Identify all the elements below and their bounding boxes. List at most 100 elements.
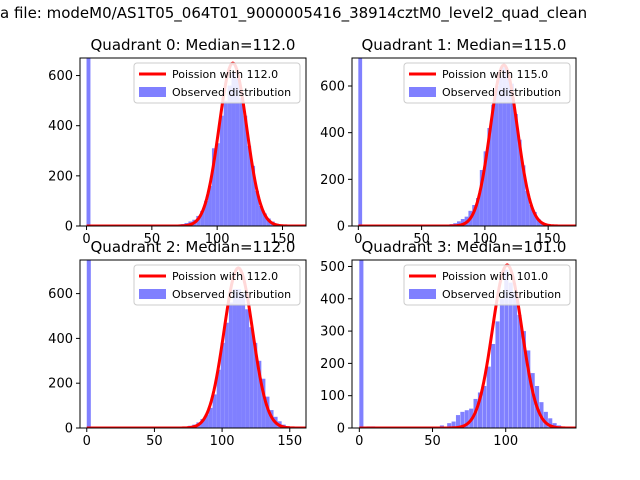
quadrant-3-hist-bar-7 (451, 421, 456, 428)
quadrant-3-poisson-curve (359, 263, 576, 428)
quadrant-2-legend-label-curve: Poission with 112.0 (172, 270, 278, 283)
quadrant-1-hist-bar-15 (495, 86, 499, 226)
quadrant-2-legend: Poission with 112.0 Observed distribution (133, 264, 301, 306)
quadrant-0-axes-frame (79, 57, 307, 227)
quadrant-2-panel: 0 50 100 150 0 200 400 600 Quadrant 2: Median=11… (48, 238, 307, 449)
quadrant-1-hist-bar-25 (532, 212, 537, 226)
quadrant-3-xtick-label-1: 50 (424, 434, 441, 449)
quadrant-1-hist-bar-18 (506, 74, 511, 226)
quadrant-1-hist-bar-14 (491, 104, 496, 226)
quadrant-2-hist-bar-12 (220, 342, 225, 428)
quadrant-2-legend-hist-swatch (139, 289, 166, 299)
quadrant-1-title: Quadrant 1: Median=115.0 (362, 36, 567, 54)
quadrant-0-hist-bar-26 (262, 213, 267, 226)
quadrant-0-hist-bar-22 (247, 145, 252, 226)
quadrant-3-ytick-label-0: 0 (337, 422, 345, 437)
quadrant-1-panel: 0 50 100 150 0 200 400 600 Quadrant 1: Median=11… (320, 36, 577, 247)
quadrant-3-hist-bar-10 (464, 410, 469, 428)
quadrant-2-hist-bar-7 (200, 419, 205, 428)
quadrant-2-hist-bar-22 (261, 378, 266, 428)
quadrant-2-hist-bar-13 (224, 322, 229, 428)
quadrant-2-ytick-label-2: 400 (48, 332, 73, 347)
quadrant-0-ytick-label-0: 0 (65, 220, 73, 235)
quadrant-3-title: Quadrant 3: Median=101.0 (362, 238, 567, 256)
quadrant-3-ytick-label-2: 200 (320, 357, 345, 372)
quadrant-0-title: Quadrant 0: Median=112.0 (91, 36, 296, 54)
quadrant-2-hist-bar-0 (86, 260, 91, 428)
quadrant-3-legend-label-curve: Poission with 101.0 (442, 270, 548, 283)
quadrant-3-hist-bar-28 (543, 411, 548, 428)
quadrant-2-title: Quadrant 2: Median=112.0 (91, 238, 296, 256)
quadrant-3-ytick-label-1: 100 (320, 389, 345, 404)
quadrant-2-hist-bar-16 (236, 289, 242, 428)
quadrant-3-legend-box (403, 264, 571, 306)
quadrant-1-hist-bar-5 (457, 221, 461, 226)
quadrant-0-legend-label-curve: Poission with 112.0 (172, 68, 278, 81)
quadrant-0-plot-area (86, 58, 306, 226)
quadrant-2-ytick-label-0: 0 (65, 422, 73, 437)
quadrant-1-ytick-label-1: 200 (320, 173, 345, 188)
quadrant-3-hist-bar-25 (530, 373, 535, 428)
quadrant-0-hist-bar-17 (227, 85, 232, 226)
quadrant-3-hist-bar-0 (359, 260, 364, 428)
quadrant-2-hist-bar-17 (241, 293, 246, 428)
quadrant-0-hist-bar-16 (223, 100, 228, 226)
quadrant-2-hist-bar-18 (245, 309, 250, 428)
quadrant-0-xtick-label-1: 50 (144, 232, 161, 247)
quadrant-3-axes-frame (351, 259, 577, 429)
figure-suptitle: a file: modeM0/AS1T05_064T01_9000005416_… (0, 4, 588, 22)
quadrant-2-axes-frame (79, 259, 307, 429)
quadrant-0-ytick-label-3: 600 (48, 69, 73, 84)
quadrant-3-legend: Poission with 101.0 Observed distribution (403, 264, 571, 306)
quadrant-2-xtick-label-0: 0 (83, 434, 91, 449)
quadrant-1-xtick-label-1: 50 (413, 232, 430, 247)
quadrant-3-hist-bar-20 (508, 282, 513, 428)
quadrant-2-hist-bar-8 (204, 414, 209, 428)
quadrant-3-hist-bar-18 (499, 298, 504, 428)
quadrant-0-xtick-label-2: 100 (205, 232, 230, 247)
quadrant-1-ytick-label-0: 0 (337, 220, 345, 235)
quadrant-2-ytick-label-3: 600 (48, 287, 73, 302)
quadrant-1-hist-bar-16 (498, 76, 503, 226)
quadrant-2-hist-bar-23 (265, 396, 270, 428)
quadrant-0-legend-label-hist: Observed distribution (172, 86, 291, 99)
quadrant-0-legend-box (133, 62, 301, 104)
quadrant-1-hist-bar-6 (460, 219, 465, 226)
quadrant-1-plot-area (358, 58, 576, 226)
quadrant-0-xtick-label-3: 150 (270, 232, 295, 247)
quadrant-3-hist-bar-15 (486, 366, 491, 428)
quadrant-1-hist-bar-10 (476, 198, 480, 226)
quadrant-1-hist-bar-17 (502, 67, 507, 226)
quadrant-0-ytick-label-2: 400 (48, 119, 73, 134)
quadrant-1-legend-box (403, 62, 571, 104)
quadrant-1-legend: Poission with 115.0 Observed distribution (403, 62, 571, 104)
quadrant-1-legend-label-curve: Poission with 115.0 (442, 68, 548, 81)
quadrant-3-hist-bar-14 (482, 386, 487, 428)
quadrant-2-xtick-label-2: 100 (210, 434, 235, 449)
quadrant-1-legend-hist-swatch (409, 87, 436, 97)
quadrant-1-poisson-curve (358, 63, 576, 226)
quadrant-2-hist-bar-15 (232, 289, 237, 428)
quadrant-0-xtick-label-0: 0 (82, 232, 90, 247)
quadrant-0-hist-bar-14 (215, 143, 220, 226)
quadrant-0-hist-bar-15 (219, 115, 224, 226)
quadrant-2-hist-bar-11 (216, 369, 221, 428)
quadrant-3-legend-hist-swatch (409, 289, 436, 299)
quadrant-1-ytick-label-3: 600 (320, 80, 345, 95)
quadrant-2-xtick-label-1: 50 (146, 434, 163, 449)
quadrant-2-hist-bar-21 (257, 360, 262, 428)
quadrant-0-hist-bar-23 (251, 165, 256, 226)
quadrant-0-hist-bar-21 (243, 115, 248, 226)
quadrant-2-legend-label-hist: Observed distribution (172, 288, 291, 301)
quadrant-3-ytick-label-5: 500 (320, 260, 345, 275)
quadrant-0-hist-bar-18 (231, 73, 236, 226)
quadrant-3-plot-area (359, 260, 576, 428)
quadrant-3-hist-bar-17 (495, 321, 500, 428)
quadrant-1-hist-bar-9 (472, 205, 477, 226)
quadrant-0-hist-bar-24 (255, 190, 259, 226)
quadrant-3-xtick-label-2: 100 (493, 434, 518, 449)
quadrant-0-ytick-label-1: 200 (48, 169, 73, 184)
quadrant-3-xtick-label-0: 0 (355, 434, 363, 449)
quadrant-2-hist-bar-20 (253, 342, 258, 428)
quadrant-0-hist-bar-13 (211, 148, 216, 226)
